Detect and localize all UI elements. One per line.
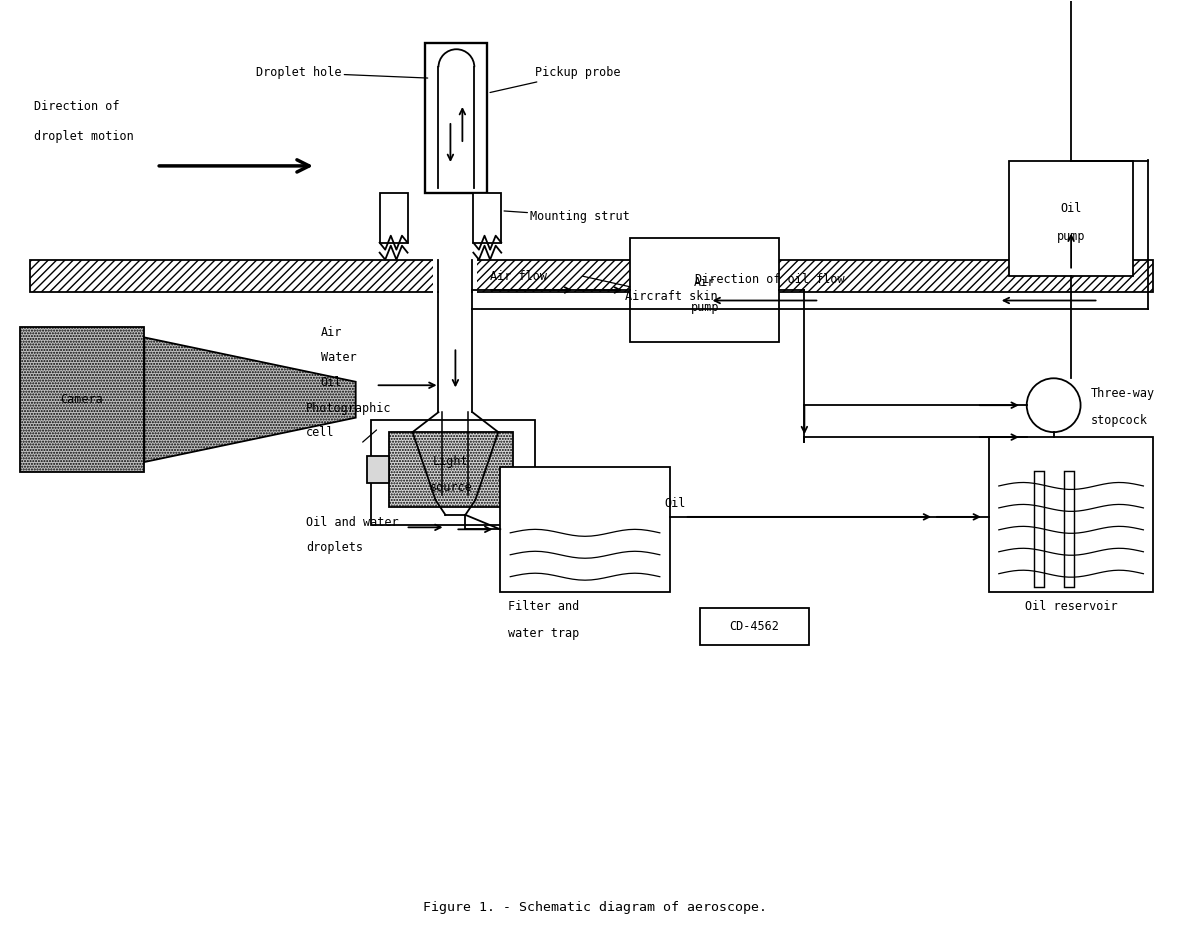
Text: Filter and: Filter and [508, 599, 579, 613]
Text: droplet motion: droplet motion [33, 130, 133, 143]
Bar [30, 259, 1153, 292]
Text: droplets: droplets [306, 541, 363, 554]
Bar [20, 328, 144, 472]
Bar [501, 467, 669, 592]
Circle shape [1027, 378, 1081, 432]
Text: Light: Light [433, 456, 468, 468]
Bar [630, 238, 780, 343]
Bar [989, 438, 1153, 592]
Text: Oil: Oil [665, 497, 686, 509]
Bar [371, 420, 535, 525]
Bar [426, 44, 487, 193]
Bar [1008, 161, 1133, 276]
Text: CD-4562: CD-4562 [730, 620, 780, 633]
Text: Oil reservoir: Oil reservoir [1025, 599, 1118, 613]
Text: cell: cell [306, 426, 334, 439]
Text: pump: pump [691, 301, 719, 314]
Text: Oil: Oil [1061, 202, 1082, 215]
Text: Direction of: Direction of [33, 100, 119, 113]
Text: pump: pump [1057, 230, 1086, 242]
Bar [473, 193, 502, 242]
Text: Oil and water: Oil and water [306, 516, 398, 528]
Text: Pickup probe: Pickup probe [490, 66, 621, 93]
Text: Air flow: Air flow [490, 270, 547, 283]
Text: Water: Water [321, 351, 357, 365]
Polygon shape [144, 337, 356, 462]
Text: stopcock: stopcock [1090, 414, 1147, 427]
Text: Camera: Camera [61, 393, 103, 406]
Bar [434, 259, 477, 293]
Text: Air: Air [694, 276, 716, 289]
Bar [1033, 471, 1044, 587]
Text: source: source [429, 481, 472, 494]
Text: Direction of oil flow: Direction of oil flow [694, 273, 844, 286]
Text: Figure 1. - Schematic diagram of aeroscope.: Figure 1. - Schematic diagram of aerosco… [423, 902, 767, 914]
Text: Photographic: Photographic [306, 402, 391, 415]
Text: Air: Air [321, 327, 342, 339]
Bar [699, 608, 810, 646]
Text: Three-way: Three-way [1090, 386, 1155, 400]
Text: Oil: Oil [321, 376, 342, 389]
Bar [1064, 471, 1074, 587]
Bar [389, 432, 514, 507]
Text: water trap: water trap [508, 627, 579, 639]
Bar [366, 456, 389, 484]
Text: Droplet hole: Droplet hole [256, 66, 428, 80]
Text: Mounting strut: Mounting strut [504, 209, 630, 223]
Bar [379, 193, 408, 242]
Text: Aircraft skin: Aircraft skin [583, 277, 717, 302]
